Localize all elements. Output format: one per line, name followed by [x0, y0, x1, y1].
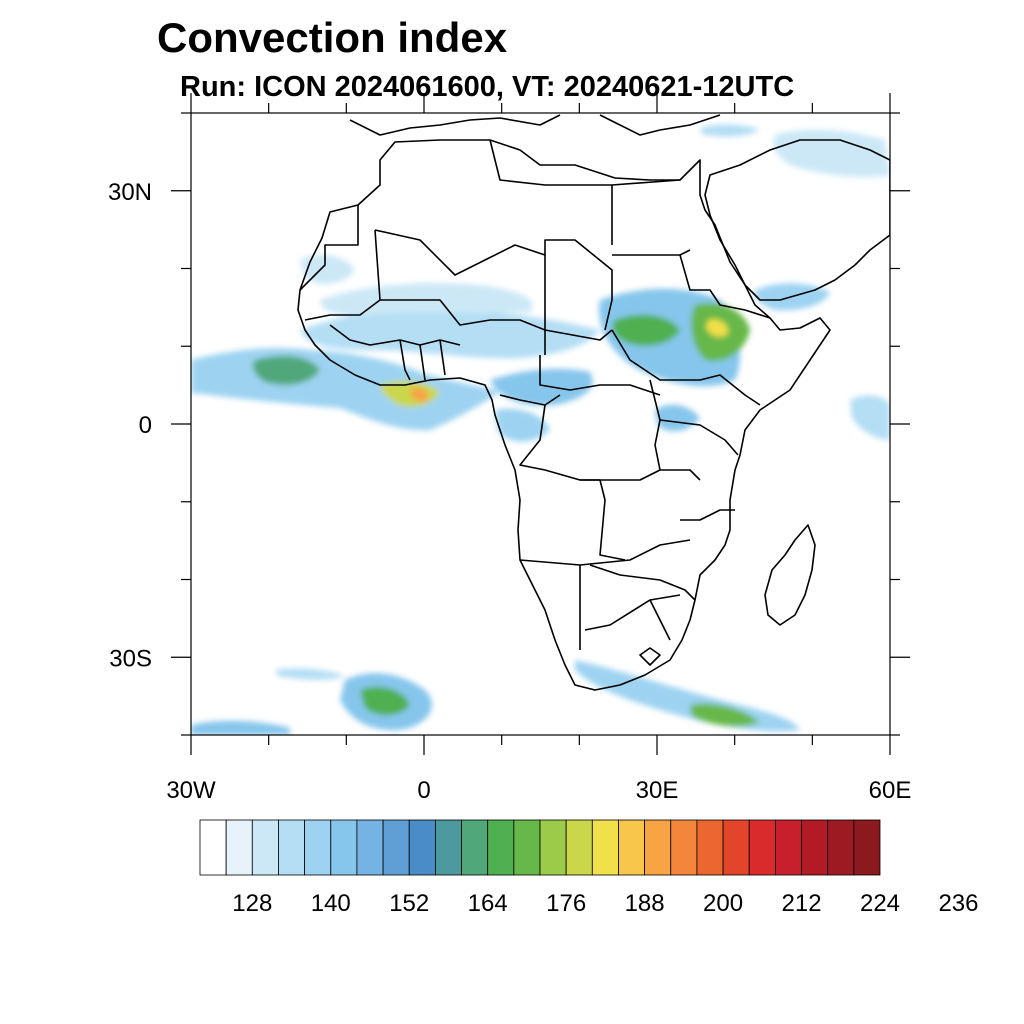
field-area-atlantic-band	[191, 348, 500, 431]
colorbar: 128 140 152 164 176 188 200 212 224 236	[199, 819, 978, 917]
field-area-guinea-max	[410, 387, 429, 402]
map-outlines	[297, 114, 890, 691]
field-area-west-sahara	[300, 254, 355, 284]
colorbar-swatch	[539, 819, 567, 876]
field-area-central	[490, 368, 593, 406]
colorbar-swatch	[827, 819, 855, 876]
colorbar-swatch	[330, 819, 358, 876]
colorbar-swatch	[644, 819, 672, 876]
map-axes: 30W 0 30E 60E 30N 0 30S	[108, 93, 911, 804]
colorbar-swatch	[591, 819, 619, 876]
country-borders	[299, 139, 771, 666]
colorbar-label: 140	[311, 890, 351, 917]
field-area-east-africa	[655, 404, 700, 432]
colorbar-swatch	[199, 819, 227, 876]
colorbar-swatch	[748, 819, 776, 876]
chart-title: Convection index	[157, 14, 508, 61]
colorbar-swatch	[487, 819, 515, 876]
colorbar-label: 164	[468, 890, 508, 917]
lat-tick-label: 30N	[108, 179, 152, 206]
colorbar-swatch	[251, 819, 279, 876]
lat-tick-label: 0	[139, 412, 152, 439]
field-area-mediterranean	[700, 124, 760, 137]
colorbar-swatch	[801, 819, 829, 876]
field-area-indian-ocean	[850, 395, 890, 440]
colorbar-swatch	[434, 819, 462, 876]
colorbar-swatch	[278, 819, 306, 876]
field-area-sudan-core	[612, 314, 680, 346]
colorbar-swatch	[565, 819, 593, 876]
arabia-coastline	[704, 139, 890, 301]
field-area-ethiopia-max	[706, 318, 729, 337]
lon-tick-label: 60E	[869, 777, 912, 804]
lon-tick-label: 30E	[636, 777, 679, 804]
field-area-sahel	[300, 308, 600, 359]
colorbar-swatch	[382, 819, 410, 876]
colorbar-label: 212	[782, 890, 822, 917]
lon-tick-label: 0	[417, 777, 430, 804]
field-area-arabia-north	[773, 129, 890, 177]
colorbar-swatch	[853, 819, 881, 876]
colorbar-label: 128	[232, 890, 272, 917]
lat-tick-label: 30S	[109, 645, 152, 672]
convection-field	[191, 124, 890, 735]
madagascar-coastline	[764, 524, 816, 626]
colorbar-swatch	[670, 819, 698, 876]
colorbar-swatch	[513, 819, 541, 876]
field-area-south-streak	[275, 668, 345, 680]
field-area-south-atlantic-core	[360, 686, 410, 716]
colorbar-swatch	[304, 819, 332, 876]
field-area-south-africa-core	[690, 703, 760, 727]
colorbar-label: 188	[625, 890, 665, 917]
colorbar-label: 236	[938, 890, 978, 917]
colorbar-swatch	[722, 819, 750, 876]
chart-subtitle: Run: ICON 2024061600, VT: 20240621-12UTC	[180, 71, 795, 103]
lon-tick-label: 30W	[166, 777, 216, 804]
colorbar-swatch	[356, 819, 384, 876]
field-area-south-africa-band	[575, 660, 800, 732]
europe-coastline	[349, 114, 721, 136]
colorbar-label: 224	[860, 890, 900, 917]
colorbar-swatch	[461, 819, 489, 876]
colorbar-label: 200	[703, 890, 743, 917]
field-area-atlantic-core	[253, 355, 320, 385]
colorbar-swatch	[408, 819, 436, 876]
colorbar-swatch	[225, 819, 253, 876]
colorbar-label: 176	[546, 890, 586, 917]
field-area-congo	[495, 408, 550, 442]
colorbar-swatch	[696, 819, 724, 876]
colorbar-swatch	[774, 819, 802, 876]
field-area-southwest	[191, 720, 290, 735]
colorbar-label: 152	[389, 890, 429, 917]
africa-coastline	[297, 139, 831, 691]
colorbar-swatch	[618, 819, 646, 876]
